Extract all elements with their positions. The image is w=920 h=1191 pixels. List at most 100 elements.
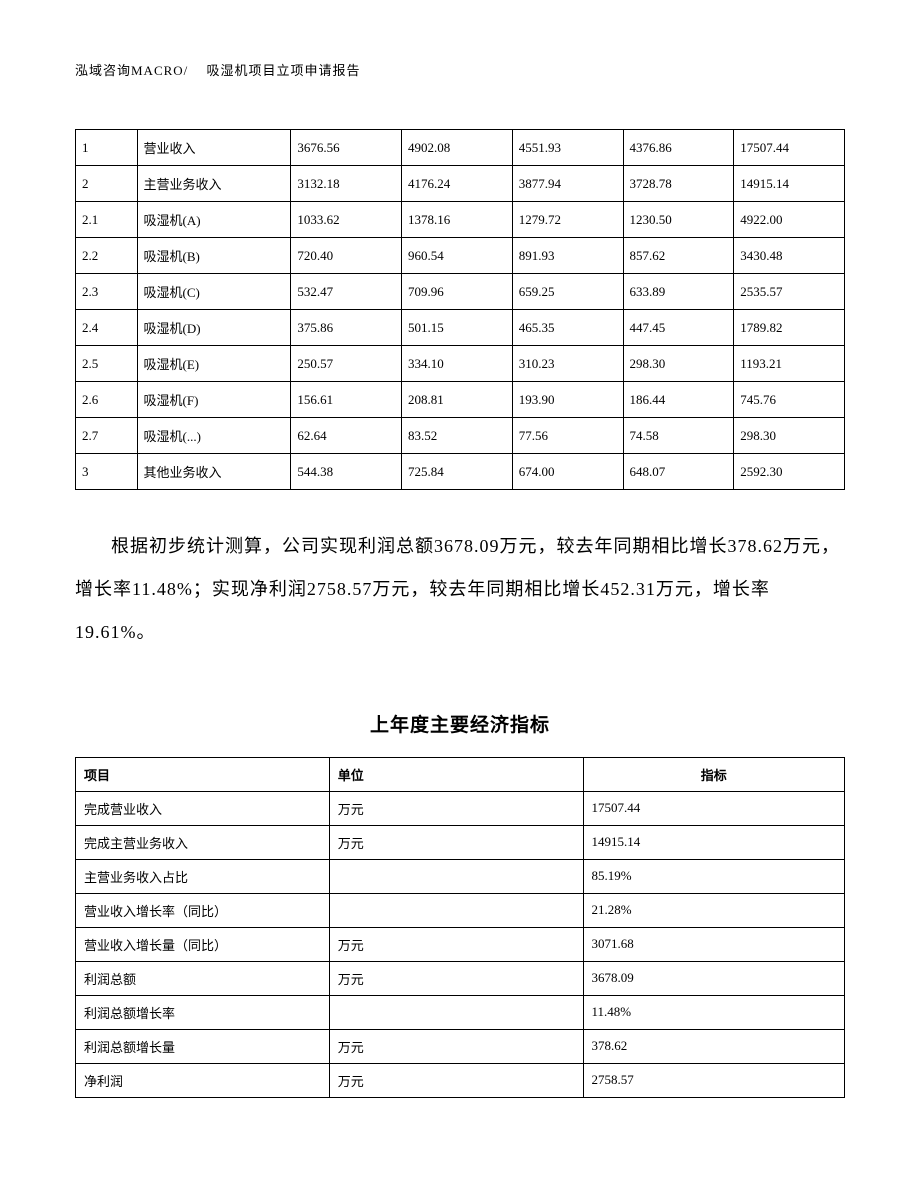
cell-indicator: 17507.44 — [583, 791, 844, 825]
cell-name: 营业收入 — [137, 130, 291, 166]
table-row: 2.2吸湿机(B)720.40960.54891.93857.623430.48 — [76, 238, 845, 274]
cell-value: 3676.56 — [291, 130, 402, 166]
cell-value: 648.07 — [623, 454, 734, 490]
table-row: 主营业务收入占比 85.19% — [76, 859, 845, 893]
cell-index: 2.1 — [76, 202, 138, 238]
cell-value: 857.62 — [623, 238, 734, 274]
cell-value: 77.56 — [512, 418, 623, 454]
cell-indicator: 3071.68 — [583, 927, 844, 961]
cell-unit: 万元 — [329, 1063, 583, 1097]
cell-indicator: 85.19% — [583, 859, 844, 893]
cell-value: 960.54 — [402, 238, 513, 274]
table-row: 2.5吸湿机(E)250.57334.10310.23298.301193.21 — [76, 346, 845, 382]
table-row: 利润总额万元3678.09 — [76, 961, 845, 995]
cell-unit: 万元 — [329, 927, 583, 961]
cell-value: 465.35 — [512, 310, 623, 346]
table-row: 2.7吸湿机(...)62.6483.5277.5674.58298.30 — [76, 418, 845, 454]
table-row: 2.4吸湿机(D)375.86501.15465.35447.451789.82 — [76, 310, 845, 346]
table-row: 2.1吸湿机(A)1033.621378.161279.721230.50492… — [76, 202, 845, 238]
table-row: 完成主营业务收入万元14915.14 — [76, 825, 845, 859]
cell-index: 2.4 — [76, 310, 138, 346]
cell-index: 2.6 — [76, 382, 138, 418]
cell-unit — [329, 995, 583, 1029]
cell-item: 净利润 — [76, 1063, 330, 1097]
cell-value: 186.44 — [623, 382, 734, 418]
table-header-row: 项目 单位 指标 — [76, 757, 845, 791]
cell-value: 4176.24 — [402, 166, 513, 202]
table-row: 利润总额增长率 11.48% — [76, 995, 845, 1029]
cell-indicator: 11.48% — [583, 995, 844, 1029]
cell-value: 156.61 — [291, 382, 402, 418]
header-indicator: 指标 — [583, 757, 844, 791]
cell-name: 吸湿机(D) — [137, 310, 291, 346]
cell-value: 250.57 — [291, 346, 402, 382]
cell-indicator: 14915.14 — [583, 825, 844, 859]
cell-item: 主营业务收入占比 — [76, 859, 330, 893]
table-row: 利润总额增长量万元378.62 — [76, 1029, 845, 1063]
cell-index: 2.7 — [76, 418, 138, 454]
table-row: 营业收入增长率（同比） 21.28% — [76, 893, 845, 927]
cell-item: 利润总额增长率 — [76, 995, 330, 1029]
table-row: 2.6吸湿机(F)156.61208.81193.90186.44745.76 — [76, 382, 845, 418]
cell-unit: 万元 — [329, 825, 583, 859]
cell-index: 2.2 — [76, 238, 138, 274]
cell-value: 62.64 — [291, 418, 402, 454]
cell-value: 3132.18 — [291, 166, 402, 202]
cell-indicator: 2758.57 — [583, 1063, 844, 1097]
cell-item: 营业收入增长量（同比） — [76, 927, 330, 961]
cell-index: 2.3 — [76, 274, 138, 310]
cell-value: 709.96 — [402, 274, 513, 310]
cell-unit — [329, 859, 583, 893]
table-row: 1营业收入3676.564902.084551.934376.8617507.4… — [76, 130, 845, 166]
revenue-table-body: 1营业收入3676.564902.084551.934376.8617507.4… — [76, 130, 845, 490]
table-row: 3其他业务收入544.38725.84674.00648.072592.30 — [76, 454, 845, 490]
cell-value: 2592.30 — [734, 454, 845, 490]
cell-index: 2.5 — [76, 346, 138, 382]
revenue-table: 1营业收入3676.564902.084551.934376.8617507.4… — [75, 129, 845, 490]
cell-index: 3 — [76, 454, 138, 490]
cell-value: 298.30 — [623, 346, 734, 382]
cell-name: 吸湿机(C) — [137, 274, 291, 310]
table-row: 完成营业收入万元17507.44 — [76, 791, 845, 825]
cell-value: 3430.48 — [734, 238, 845, 274]
cell-name: 吸湿机(B) — [137, 238, 291, 274]
cell-item: 完成营业收入 — [76, 791, 330, 825]
table-row: 净利润万元2758.57 — [76, 1063, 845, 1097]
cell-unit: 万元 — [329, 961, 583, 995]
cell-value: 3728.78 — [623, 166, 734, 202]
section-title: 上年度主要经济指标 — [75, 710, 845, 737]
cell-value: 633.89 — [623, 274, 734, 310]
cell-value: 725.84 — [402, 454, 513, 490]
cell-value: 720.40 — [291, 238, 402, 274]
cell-value: 193.90 — [512, 382, 623, 418]
cell-name: 吸湿机(F) — [137, 382, 291, 418]
cell-value: 447.45 — [623, 310, 734, 346]
cell-value: 4922.00 — [734, 202, 845, 238]
cell-value: 3877.94 — [512, 166, 623, 202]
cell-item: 利润总额 — [76, 961, 330, 995]
cell-value: 4551.93 — [512, 130, 623, 166]
cell-value: 298.30 — [734, 418, 845, 454]
cell-value: 1378.16 — [402, 202, 513, 238]
cell-item: 完成主营业务收入 — [76, 825, 330, 859]
cell-name: 吸湿机(A) — [137, 202, 291, 238]
cell-indicator: 378.62 — [583, 1029, 844, 1063]
cell-item: 利润总额增长量 — [76, 1029, 330, 1063]
cell-value: 1789.82 — [734, 310, 845, 346]
cell-value: 334.10 — [402, 346, 513, 382]
header-item: 项目 — [76, 757, 330, 791]
cell-value: 1279.72 — [512, 202, 623, 238]
table-row: 营业收入增长量（同比）万元3071.68 — [76, 927, 845, 961]
cell-item: 营业收入增长率（同比） — [76, 893, 330, 927]
cell-indicator: 21.28% — [583, 893, 844, 927]
cell-index: 2 — [76, 166, 138, 202]
cell-value: 17507.44 — [734, 130, 845, 166]
page-header: 泓域咨询MACRO/ 吸湿机项目立项申请报告 — [75, 60, 845, 79]
cell-value: 4902.08 — [402, 130, 513, 166]
cell-value: 1033.62 — [291, 202, 402, 238]
cell-value: 532.47 — [291, 274, 402, 310]
cell-unit: 万元 — [329, 791, 583, 825]
cell-value: 14915.14 — [734, 166, 845, 202]
cell-name: 吸湿机(...) — [137, 418, 291, 454]
cell-value: 83.52 — [402, 418, 513, 454]
